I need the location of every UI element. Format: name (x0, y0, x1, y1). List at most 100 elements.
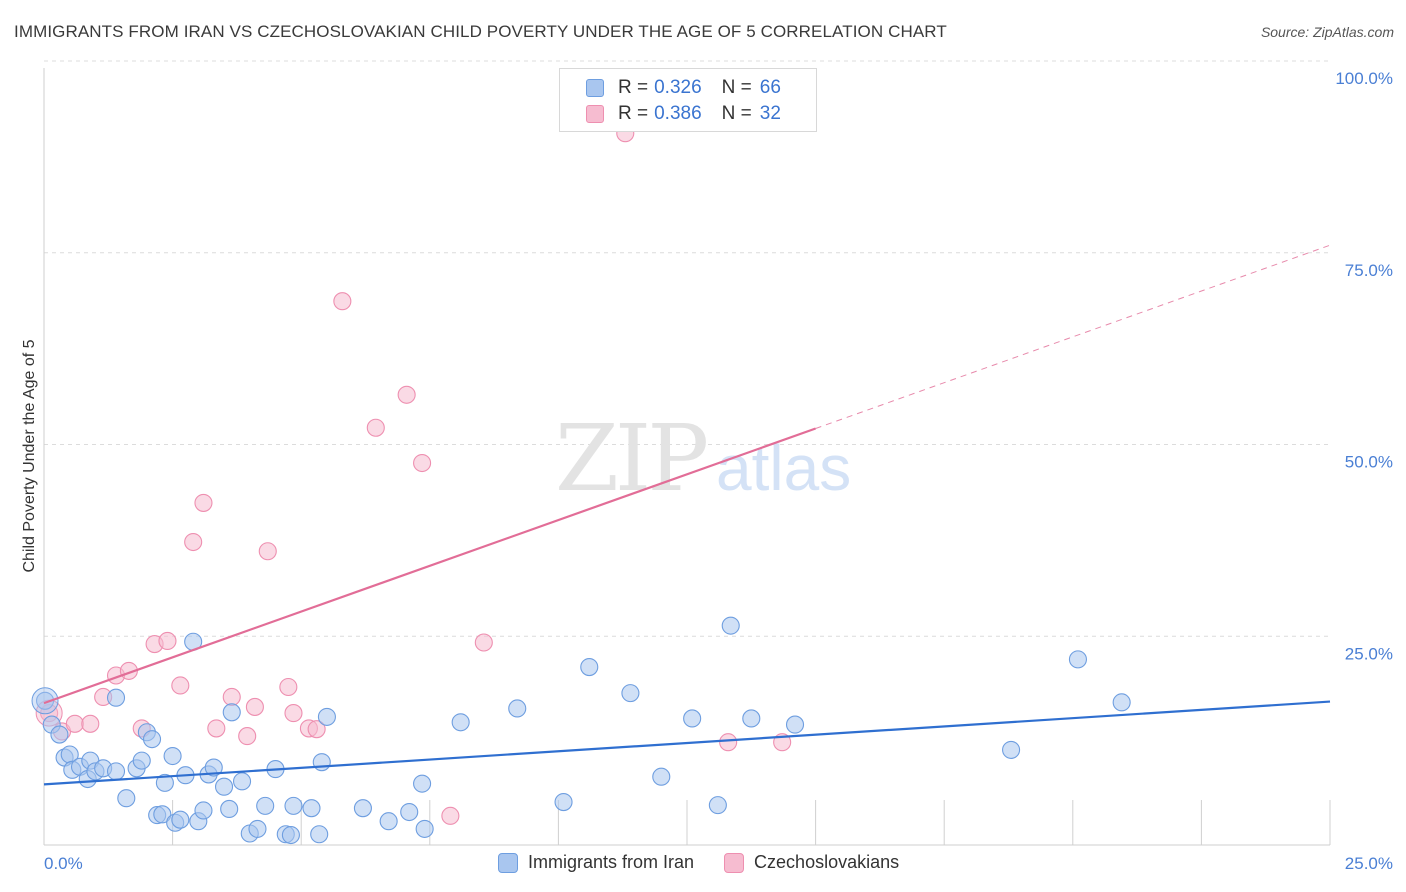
czechoslovakians-point (397, 385, 416, 404)
iran-point (451, 713, 470, 732)
czechoslovakians-point (207, 719, 226, 738)
y-tick-label: 50.0% (1345, 453, 1393, 472)
iran-point (132, 751, 151, 770)
iran-point (284, 796, 303, 815)
czechoslovakians-point (441, 806, 460, 825)
y-tick-label: 100.0% (1335, 69, 1393, 88)
iran-point (554, 792, 573, 812)
iran-point (204, 758, 223, 777)
legend-n-label: N = (721, 103, 752, 124)
trend-lines (43, 244, 1331, 786)
iran-point (106, 762, 126, 781)
iran-point (415, 819, 434, 838)
svg-text:ZIP: ZIP (555, 405, 706, 512)
iran-point (785, 715, 805, 734)
iran-point (220, 799, 239, 819)
iran-point (171, 810, 190, 829)
iran-trend-line (43, 700, 1331, 786)
pink-swatch (724, 852, 745, 873)
czechoslovakians-point (413, 453, 432, 473)
legend-r-label: R = (618, 77, 649, 98)
legend-n-value: 66 (759, 77, 781, 98)
iran-point (1068, 650, 1087, 669)
x-tick-label: 0.0% (44, 854, 83, 873)
czechoslovakians-point (222, 687, 241, 707)
iran-point (248, 819, 267, 838)
iran-point (742, 709, 761, 728)
czechoslovakians-point (474, 633, 493, 652)
iran-point (232, 772, 252, 791)
legend-r-value: 0.386 (654, 103, 702, 124)
y-tick-label: 75.0% (1345, 261, 1393, 280)
czechoslovakians-point (65, 714, 84, 733)
iran-point (413, 774, 432, 793)
czechoslovakians-point (184, 532, 203, 552)
czechoslovakians-point (258, 542, 277, 561)
czechoslovakians-trend-extension (815, 244, 1331, 429)
x-tick-labels: 0.0% 25.0% (44, 854, 1393, 873)
iran-point (400, 802, 419, 822)
iran-point (1112, 693, 1131, 712)
iran-point (683, 709, 702, 728)
blue-swatch (586, 79, 604, 97)
iran-point (302, 799, 321, 818)
iran-point (317, 707, 336, 726)
legend-row-czechoslovakians: R = 0.386 N = 32 (586, 103, 781, 125)
iran-point (1002, 740, 1021, 759)
czechoslovakians-point (279, 677, 298, 697)
iran-point (310, 825, 329, 844)
correlation-legend: R = 0.326 N = 66 R = 0.386 N = 32 (559, 68, 817, 132)
chart-title: IMMIGRANTS FROM IRAN VS CZECHOSLOVAKIAN … (14, 22, 947, 41)
blue-swatch (498, 852, 518, 873)
iran-point (580, 658, 599, 677)
legend-r-label: R = (618, 103, 649, 124)
legend-label-czechoslovakians: Czechoslovakians (754, 852, 900, 872)
iran-point (117, 789, 136, 808)
legend-r-value: 0.326 (654, 77, 702, 98)
legend-item-czechoslovakians: Czechoslovakians (724, 852, 899, 873)
iran-point (621, 684, 640, 703)
iran-point (214, 777, 234, 796)
iran-point (155, 773, 174, 792)
iran-point (508, 699, 527, 718)
series-legend: Immigrants from Iran Czechoslovakians (498, 852, 929, 873)
iran-point (281, 825, 300, 845)
iran-point (153, 805, 172, 824)
czechoslovakians-point (245, 697, 264, 716)
y-axis-label: Child Poverty Under the Age of 5 (21, 339, 38, 572)
legend-n-value: 32 (759, 103, 781, 124)
y-tick-labels: 25.0% 50.0% 75.0% 100.0% (1335, 69, 1393, 663)
iran-point (721, 616, 740, 635)
iran-point (142, 730, 162, 749)
iran-point (312, 753, 331, 772)
czechoslovakians-point (307, 720, 326, 739)
legend-row-iran: R = 0.326 N = 66 (586, 77, 781, 99)
iran-point (256, 796, 275, 815)
source-credit: Source: ZipAtlas.com (1260, 24, 1394, 40)
czechoslovakians-point (194, 493, 213, 512)
iran-point (106, 688, 126, 707)
x-tick-label: 25.0% (1345, 854, 1393, 873)
iran-point (194, 801, 213, 820)
iran-point (50, 725, 69, 744)
legend-n-label: N = (721, 77, 752, 98)
iran-points (31, 616, 1131, 845)
czechoslovakians-point (238, 727, 257, 746)
czechoslovakians-point (158, 631, 177, 651)
iran-point (163, 746, 182, 766)
iran-point (31, 687, 59, 715)
y-tick-label: 25.0% (1345, 644, 1393, 663)
iran-point (222, 703, 241, 722)
watermark: ZIP atlas (555, 405, 851, 512)
legend-label-iran: Immigrants from Iran (528, 852, 695, 872)
czechoslovakians-point (81, 714, 100, 733)
czechoslovakians-point (719, 733, 738, 752)
czechoslovakians-point (366, 418, 385, 437)
czechoslovakians-point (171, 676, 190, 695)
czechoslovakians-point (284, 704, 303, 723)
iran-point (708, 796, 727, 815)
iran-point (353, 799, 372, 818)
pink-swatch (586, 105, 604, 123)
iran-point (652, 767, 671, 786)
